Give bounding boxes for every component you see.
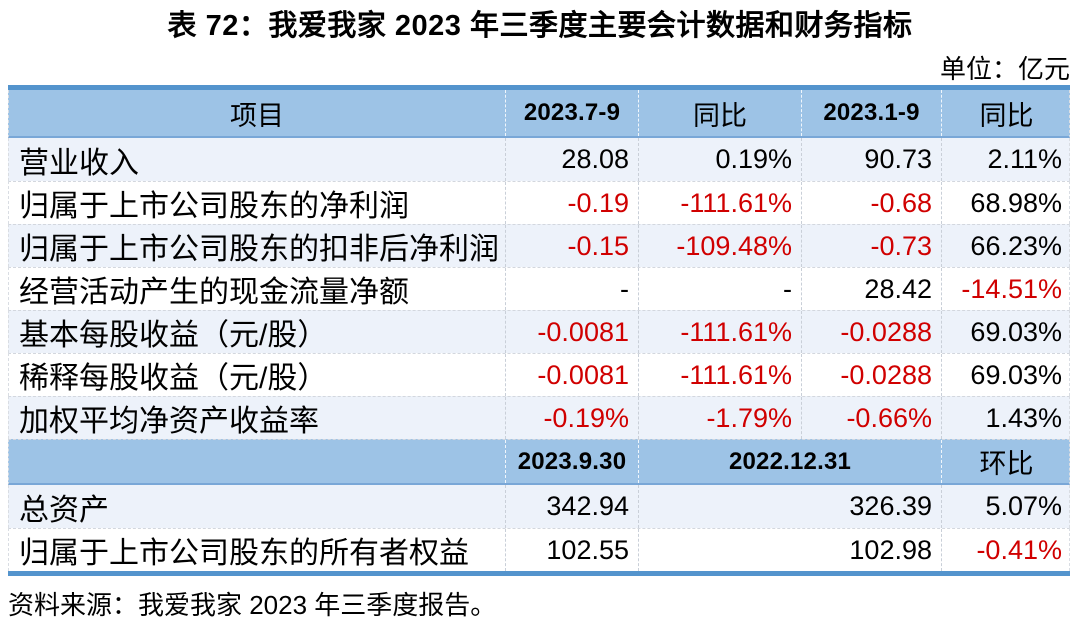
table-row-operating-cashflow: 经营活动产生的现金流量净额 - - 28.42 -14.51% <box>8 267 1070 310</box>
table-row-diluted-eps: 稀释每股收益（元/股） -0.0081 -111.61% -0.0288 69.… <box>8 353 1070 396</box>
row-label: 经营活动产生的现金流量净额 <box>19 276 409 309</box>
header-cell-empty <box>9 440 505 483</box>
table-row-basic-eps: 基本每股收益（元/股） -0.0081 -111.61% -0.0288 69.… <box>8 310 1070 353</box>
cell-value: -0.0288 <box>801 311 941 353</box>
cell-value: - <box>505 268 638 310</box>
table-row-revenue: 营业收入 28.08 0.19% 90.73 2.11% <box>8 138 1070 181</box>
table-row-net-profit: 归属于上市公司股东的净利润 -0.19 -111.61% -0.68 68.98… <box>8 181 1070 224</box>
cell-value: 342.94 <box>505 485 638 528</box>
cell-value: 1.43% <box>941 397 1071 439</box>
cell-value: -111.61% <box>638 354 801 396</box>
cell-value: -109.48% <box>638 225 801 267</box>
cell-value: 102.55 <box>505 529 638 571</box>
cell-value: 69.03% <box>941 311 1071 353</box>
cell-value: 28.42 <box>801 268 941 310</box>
row-label: 归属于上市公司股东的扣非后净利润 <box>19 233 499 266</box>
cell-value: -0.66% <box>801 397 941 439</box>
cell-value: -0.19 <box>505 182 638 224</box>
cell-value: -0.0081 <box>505 354 638 396</box>
header-cell-2023-7-9: 2023.7-9 <box>505 90 638 136</box>
cell-value: -0.15 <box>505 225 638 267</box>
header-cell-2022-12-31: 2022.12.31 <box>638 440 941 483</box>
table-row-weighted-roe: 加权平均净资产收益率 -0.19% -1.79% -0.66% 1.43% <box>8 396 1070 439</box>
table-title: 表 72：我爱我家 2023 年三季度主要会计数据和财务指标 <box>167 10 913 42</box>
header-cell-2023-1-9: 2023.1-9 <box>801 90 941 136</box>
unit-label: 单位：亿元 <box>939 54 1070 84</box>
cell-value: 0.19% <box>638 138 801 181</box>
cell-value: -111.61% <box>638 182 801 224</box>
row-label: 稀释每股收益（元/股） <box>19 362 328 395</box>
row-label: 归属于上市公司股东的净利润 <box>19 190 409 223</box>
cell-value: 2.11% <box>941 138 1071 181</box>
cell-value: 326.39 <box>638 485 941 528</box>
header-cell-2023-9-30: 2023.9.30 <box>505 440 638 483</box>
row-label: 总资产 <box>19 493 109 527</box>
cell-value: -0.0081 <box>505 311 638 353</box>
cell-value: 90.73 <box>801 138 941 181</box>
cell-value: -1.79% <box>638 397 801 439</box>
row-label: 加权平均净资产收益率 <box>19 405 319 438</box>
row-label: 营业收入 <box>19 146 139 180</box>
cell-value: - <box>638 268 801 310</box>
table-row-total-assets: 总资产 342.94 326.39 5.07% <box>8 485 1070 528</box>
cell-value: 68.98% <box>941 182 1071 224</box>
cell-value: 69.03% <box>941 354 1071 396</box>
header-cell-item: 项目 <box>230 100 284 131</box>
source-note: 资料来源：我爱我家 2023 年三季度报告。 <box>8 590 497 618</box>
table-row-net-profit-exnonrec: 归属于上市公司股东的扣非后净利润 -0.15 -109.48% -0.73 66… <box>8 224 1070 267</box>
cell-value: -0.0288 <box>801 354 941 396</box>
cell-value: -0.19% <box>505 397 638 439</box>
cell-value: -0.73 <box>801 225 941 267</box>
financial-table: 项目 2023.7-9 同比 2023.1-9 同比 营业收入 28.08 0.… <box>8 85 1070 576</box>
table-row-shareholders-equity: 归属于上市公司股东的所有者权益 102.55 102.98 -0.41% <box>8 528 1070 571</box>
header-cell-qoq: 环比 <box>941 440 1071 483</box>
cell-value: -14.51% <box>941 268 1071 310</box>
header-cell-yoy-q: 同比 <box>638 90 801 136</box>
cell-value: -0.68 <box>801 182 941 224</box>
cell-value: 28.08 <box>505 138 638 181</box>
table-header-row-1: 项目 2023.7-9 同比 2023.1-9 同比 <box>8 90 1070 138</box>
cell-value: -111.61% <box>638 311 801 353</box>
cell-value: 5.07% <box>941 485 1071 528</box>
row-label: 归属于上市公司股东的所有者权益 <box>19 537 469 570</box>
cell-value: 102.98 <box>638 529 941 571</box>
table-header-row-2: 2023.9.30 2022.12.31 环比 <box>8 439 1070 485</box>
header-cell-yoy-ytd: 同比 <box>941 90 1071 136</box>
cell-value: 66.23% <box>941 225 1071 267</box>
row-label: 基本每股收益（元/股） <box>19 319 328 352</box>
cell-value: -0.41% <box>941 529 1071 571</box>
